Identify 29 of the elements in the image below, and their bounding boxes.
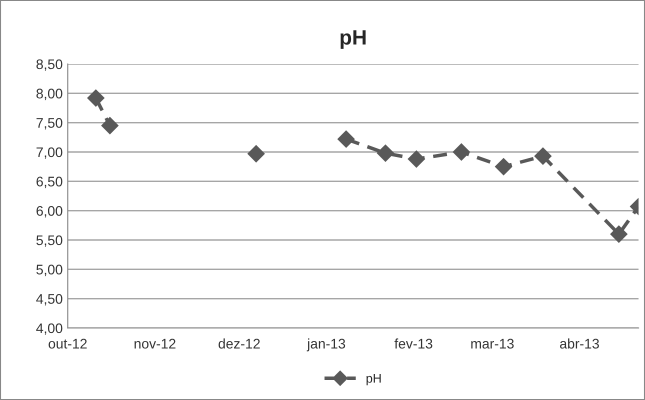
point (534, 148, 552, 165)
y-tick-label: 6,00 (36, 206, 62, 218)
x-tick-label: jan-13 (306, 338, 346, 352)
point (610, 226, 628, 243)
point (452, 143, 470, 161)
y-tick-label: 7,00 (36, 147, 62, 159)
x-tick-label: dez-12 (218, 338, 260, 349)
chart-title: pH (340, 30, 366, 49)
x-tick-label: fev-13 (394, 338, 432, 349)
point (408, 150, 425, 168)
y-tick-label: 5,00 (36, 264, 62, 276)
point (376, 144, 394, 162)
y-tick-label: 4,50 (36, 294, 62, 306)
legend-label: pH (366, 374, 381, 386)
x-tick-label: out-12 (48, 338, 87, 349)
x-tick-label: mar-13 (471, 338, 514, 349)
point (101, 117, 118, 134)
y-tick-label: 7,50 (36, 118, 62, 130)
y-tick-label: 8,00 (36, 88, 62, 100)
point (87, 89, 104, 107)
y-tick-label: 4,00 (36, 323, 62, 335)
y-tick-label: 8,50 (36, 59, 62, 71)
x-tick-label: nov-12 (134, 338, 176, 349)
y-tick-label: 5,50 (36, 235, 62, 247)
y-tick-label: 6,50 (36, 176, 62, 188)
point (338, 130, 355, 148)
x-tick-label: abr-13 (560, 338, 599, 349)
point (248, 145, 265, 162)
point (495, 158, 512, 176)
